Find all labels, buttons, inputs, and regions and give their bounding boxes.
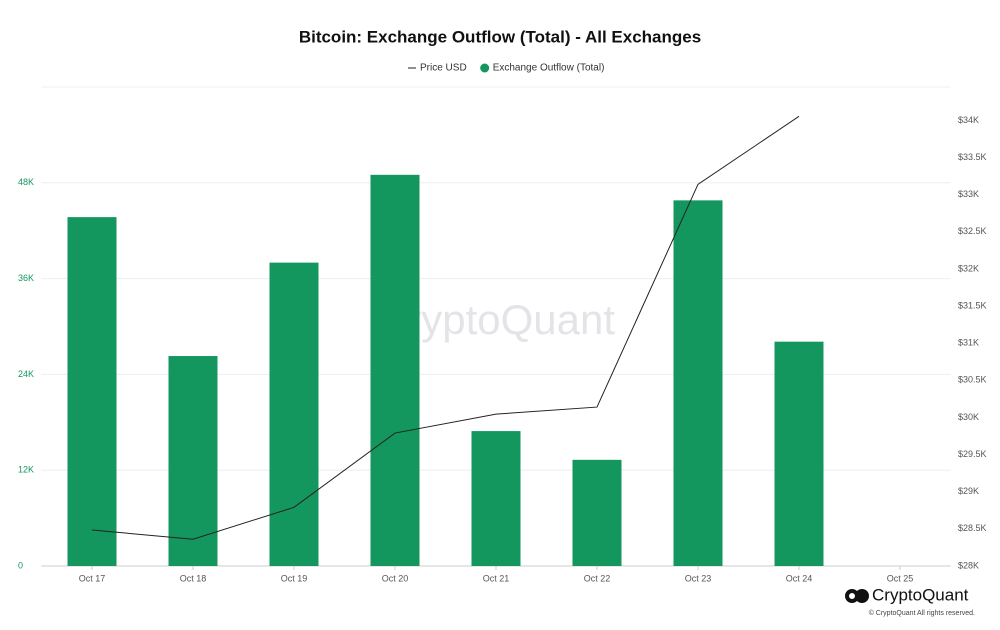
bar — [471, 431, 521, 566]
legend-label: Exchange Outflow (Total) — [493, 63, 605, 74]
bar — [673, 200, 723, 566]
bar — [370, 174, 420, 567]
y2-tick-label: $30K — [958, 412, 979, 422]
x-tick-label: Oct 17 — [79, 573, 106, 583]
x-tick-label: Oct 23 — [685, 573, 712, 583]
y2-tick-label: $32.5K — [958, 226, 987, 236]
legend-swatch — [480, 63, 490, 73]
y2-tick-label: $28.5K — [958, 523, 987, 533]
y-tick-label: 0 — [18, 560, 23, 570]
x-tick-label: Oct 19 — [281, 573, 308, 583]
x-tick-label: Oct 22 — [584, 573, 611, 583]
y2-tick-label: $34K — [958, 115, 979, 125]
y2-tick-label: $29.5K — [958, 449, 987, 459]
y-tick-label: 36K — [18, 273, 34, 283]
bar — [572, 459, 622, 566]
y2-tick-label: $29K — [958, 486, 979, 496]
y2-tick-label: $31.5K — [958, 300, 987, 310]
x-tick-label: Oct 20 — [382, 573, 409, 583]
y2-tick-label: $33.5K — [958, 152, 987, 162]
price-line — [91, 115, 800, 540]
y2-tick-label: $31K — [958, 338, 979, 348]
bar — [168, 356, 218, 566]
brand-logo-icon — [845, 589, 869, 603]
bar — [269, 262, 319, 566]
chart-title: Bitcoin: Exchange Outflow (Total) - All … — [299, 27, 701, 46]
copyright: © CryptoQuant All rights reserved. — [869, 609, 975, 617]
x-tick-label: Oct 18 — [180, 573, 207, 583]
y2-tick-label: $32K — [958, 263, 979, 273]
bar — [774, 341, 824, 566]
y2-tick-label: $28K — [958, 560, 979, 570]
y2-tick-label: $30.5K — [958, 375, 987, 385]
x-tick-label: Oct 25 — [887, 573, 914, 583]
y-tick-label: 12K — [18, 465, 34, 475]
brand-logo: CryptoQuant — [872, 585, 969, 604]
x-tick-label: Oct 21 — [483, 573, 510, 583]
legend-label: Price USD — [420, 63, 467, 74]
y-tick-label: 48K — [18, 177, 34, 187]
y-tick-label: 24K — [18, 369, 34, 379]
y2-tick-label: $33K — [958, 189, 979, 199]
x-tick-label: Oct 24 — [786, 573, 813, 583]
bar — [67, 217, 117, 566]
